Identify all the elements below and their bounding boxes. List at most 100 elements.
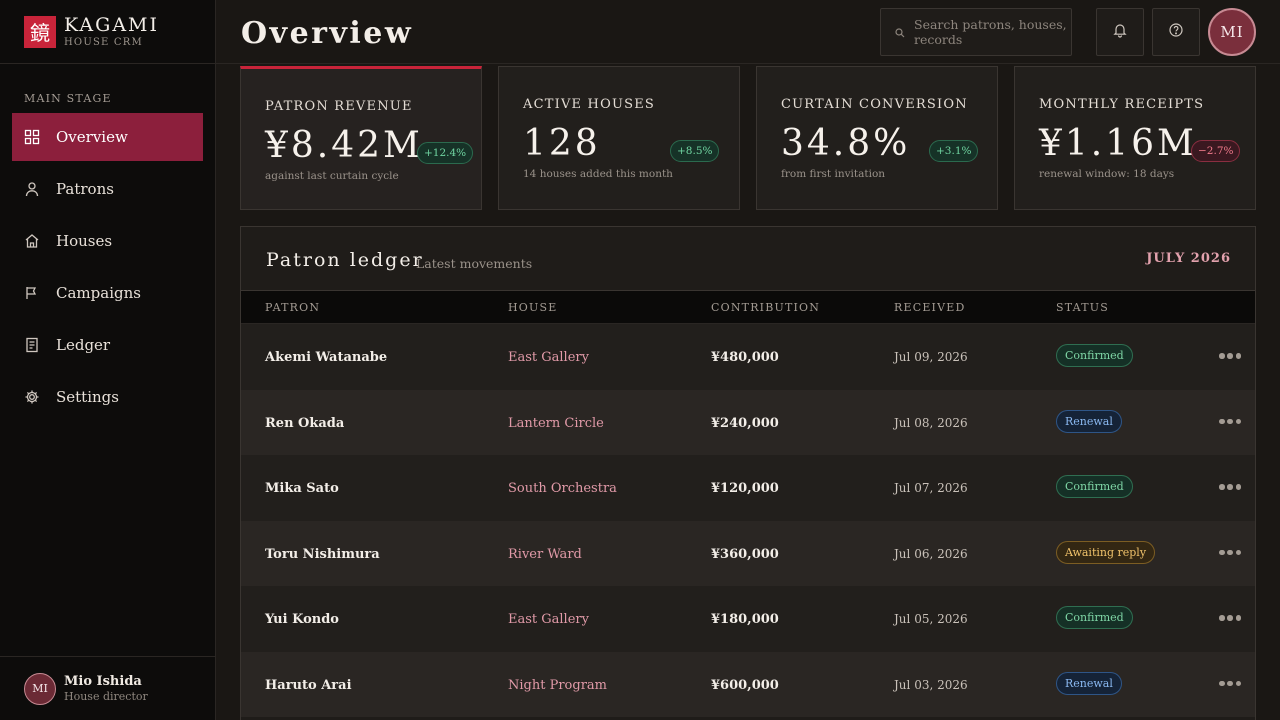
top-bar: Overview Search patrons, houses, records… (216, 0, 1280, 64)
patron-name[interactable]: Mika Sato (265, 481, 339, 496)
page-title: Overview (241, 16, 414, 51)
column-header-status[interactable]: STATUS (1056, 301, 1109, 314)
search-icon (895, 23, 905, 42)
kpi-value: ¥1.16M (1039, 123, 1197, 164)
column-header-house[interactable]: HOUSE (508, 301, 558, 314)
gear-icon (24, 389, 40, 405)
search-placeholder: Search patrons, houses, records (914, 17, 1067, 47)
table-row[interactable]: Toru Nishimura River Ward ¥360,000 Jul 0… (241, 520, 1255, 586)
sidebar-item-overview[interactable]: Overview (12, 113, 203, 161)
notifications-button[interactable] (1096, 8, 1144, 56)
sidebar-item-settings[interactable]: Settings (12, 373, 203, 421)
received-date: Jul 05, 2026 (894, 612, 968, 626)
user-name: Mio Ishida (64, 674, 142, 689)
user-icon (24, 181, 40, 197)
contribution-amount: ¥180,000 (711, 612, 779, 627)
profile-avatar-button[interactable]: MI (1208, 8, 1256, 56)
sidebar-item-ledger[interactable]: Ledger (12, 321, 203, 369)
patron-ledger-panel: Patron ledger Latest movements JULY 2026… (240, 226, 1256, 720)
main-nav: Overview Patrons Houses Campaigns Ledger (12, 113, 203, 425)
brand[interactable]: 鏡 KAGAMI HOUSE CRM (0, 0, 215, 64)
received-date: Jul 08, 2026 (894, 415, 968, 430)
table-row[interactable]: Yui Kondo East Gallery ¥180,000 Jul 05, … (241, 586, 1255, 652)
ledger-month-selector[interactable]: JULY 2026 (1146, 251, 1231, 266)
house-link[interactable]: South Orchestra (508, 481, 617, 496)
patron-name[interactable]: Ren Okada (265, 415, 345, 431)
kpi-note: against last curtain cycle (265, 170, 399, 182)
contribution-amount: ¥600,000 (711, 677, 779, 693)
received-date: Jul 09, 2026 (894, 350, 968, 364)
kpi-note: 14 houses added this month (523, 168, 673, 180)
column-header-contribution[interactable]: CONTRIBUTION (711, 301, 821, 314)
house-link[interactable]: Lantern Circle (508, 415, 604, 431)
patron-name[interactable]: Akemi Watanabe (265, 350, 388, 365)
kpi-label: PATRON REVENUE (265, 99, 413, 114)
help-icon (1168, 22, 1184, 42)
house-link[interactable]: East Gallery (508, 612, 589, 627)
ledger-title: Patron ledger (266, 249, 424, 271)
kpi-card-patron-revenue[interactable]: PATRON REVENUE ¥8.42M +12.4% against las… (240, 66, 482, 210)
contribution-amount: ¥360,000 (711, 546, 779, 562)
document-icon (24, 337, 40, 353)
sidebar-item-label: Houses (56, 232, 113, 250)
nav-section-label: MAIN STAGE (24, 92, 112, 105)
row-more-menu-icon[interactable] (1219, 549, 1241, 556)
kpi-value: 34.8% (781, 123, 911, 164)
status-badge: Confirmed (1056, 344, 1133, 367)
kpi-note: from first invitation (781, 168, 886, 180)
patron-name[interactable]: Yui Kondo (265, 612, 339, 627)
received-date: Jul 07, 2026 (894, 481, 968, 495)
kpi-delta-badge: +8.5% (670, 140, 720, 162)
status-badge: Renewal (1056, 409, 1122, 433)
sidebar-item-label: Patrons (56, 180, 114, 198)
row-more-menu-icon[interactable] (1219, 680, 1241, 687)
status-badge: Confirmed (1056, 606, 1133, 629)
row-more-menu-icon[interactable] (1219, 484, 1241, 490)
help-button[interactable] (1152, 8, 1200, 56)
house-link[interactable]: Night Program (508, 677, 607, 693)
kpi-value: 128 (523, 123, 601, 164)
table-row[interactable]: Ren Okada Lantern Circle ¥240,000 Jul 08… (241, 389, 1255, 455)
column-header-patron[interactable]: PATRON (265, 301, 321, 314)
received-date: Jul 03, 2026 (894, 677, 968, 692)
row-more-menu-icon[interactable] (1219, 353, 1241, 359)
kpi-card-active-houses[interactable]: ACTIVE HOUSES 128 +8.5% 14 houses added … (498, 66, 740, 210)
sidebar: 鏡 KAGAMI HOUSE CRM MAIN STAGE Overview P… (0, 0, 216, 720)
patron-name[interactable]: Haruto Arai (265, 677, 352, 693)
row-more-menu-icon[interactable] (1219, 615, 1241, 621)
sidebar-item-label: Settings (56, 388, 119, 406)
row-more-menu-icon[interactable] (1219, 418, 1241, 425)
status-badge: Renewal (1056, 671, 1122, 695)
status-badge: Confirmed (1056, 475, 1133, 498)
current-user[interactable]: MI Mio Ishida House director (0, 656, 215, 720)
brand-name: KAGAMI (64, 14, 160, 36)
table-row[interactable]: Akemi Watanabe East Gallery ¥480,000 Jul… (241, 324, 1255, 390)
contribution-amount: ¥120,000 (711, 481, 779, 496)
ledger-subtitle: Latest movements (416, 256, 533, 271)
contribution-amount: ¥480,000 (711, 350, 779, 365)
table-row[interactable]: Mika Sato South Orchestra ¥120,000 Jul 0… (241, 455, 1255, 521)
table-row[interactable]: Haruto Arai Night Program ¥600,000 Jul 0… (241, 651, 1255, 717)
brand-logo: 鏡 (24, 15, 56, 48)
house-icon (24, 233, 40, 249)
house-link[interactable]: East Gallery (508, 350, 589, 365)
grid-icon (24, 129, 40, 145)
contribution-amount: ¥240,000 (711, 415, 779, 431)
kpi-label: CURTAIN CONVERSION (781, 97, 968, 112)
kpi-card-monthly-receipts[interactable]: MONTHLY RECEIPTS ¥1.16M −2.7% renewal wi… (1014, 66, 1256, 210)
column-header-received[interactable]: RECEIVED (894, 301, 966, 314)
status-badge: Awaiting reply (1056, 540, 1156, 564)
patron-name[interactable]: Toru Nishimura (265, 546, 380, 562)
kpi-card-curtain-conversion[interactable]: CURTAIN CONVERSION 34.8% +3.1% from firs… (756, 66, 998, 210)
kpi-delta-badge: +12.4% (417, 142, 474, 164)
received-date: Jul 06, 2026 (894, 546, 968, 561)
house-link[interactable]: River Ward (508, 546, 582, 562)
sidebar-item-campaigns[interactable]: Campaigns (12, 269, 203, 317)
sidebar-item-patrons[interactable]: Patrons (12, 165, 203, 213)
avatar: MI (24, 672, 56, 705)
search-input[interactable]: Search patrons, houses, records (880, 8, 1072, 56)
kpi-delta-badge: +3.1% (929, 140, 979, 162)
sidebar-item-houses[interactable]: Houses (12, 217, 203, 265)
kpi-value: ¥8.42M (265, 125, 423, 166)
kpi-delta-badge: −2.7% (1191, 140, 1241, 162)
